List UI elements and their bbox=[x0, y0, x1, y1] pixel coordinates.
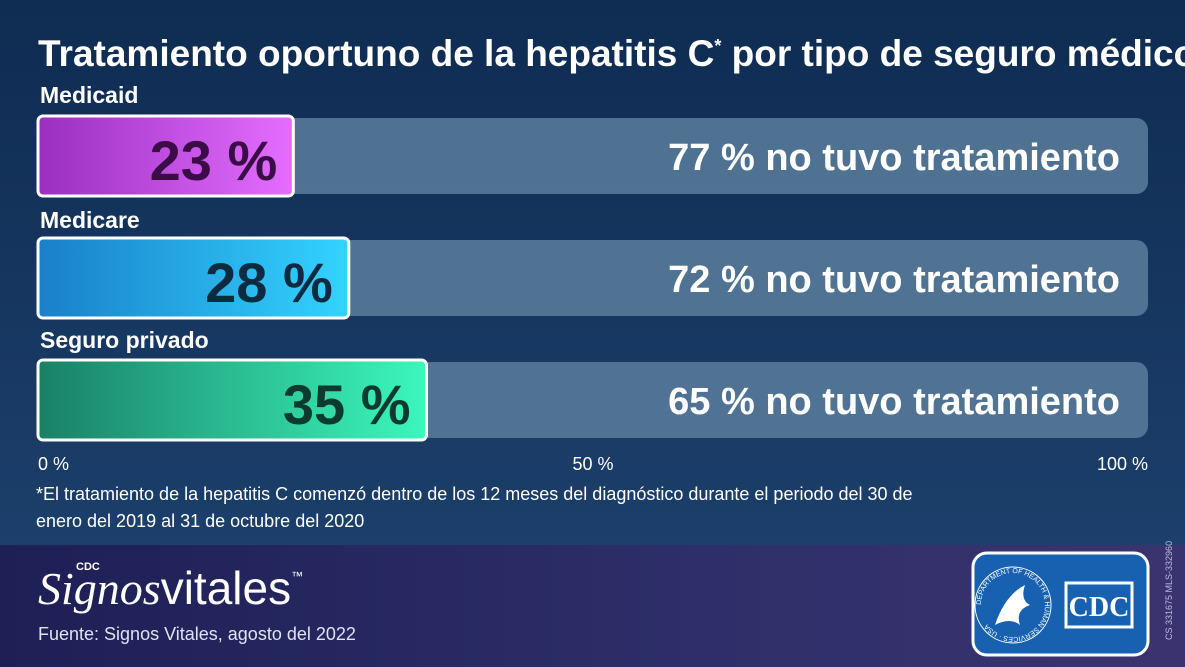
plot: 0 % 50 % 100 % Medicaid 23 % 77 % no tuvo tra… bbox=[36, 82, 1148, 474]
logo-box bbox=[971, 551, 1150, 657]
footnote: enero del 2019 al 31 de octubre del 2020 bbox=[36, 511, 364, 531]
code: CS 331675 MLS-332960 bbox=[1164, 541, 1174, 640]
category-label: Seguro privado bbox=[40, 327, 209, 353]
category-label: Medicaid bbox=[40, 82, 138, 108]
untreated-label: 72 % no tuvo tratamiento bbox=[668, 259, 1120, 301]
treated-bar bbox=[36, 114, 295, 198]
chart-title: Tratamiento oportuno de la hepatitis C* … bbox=[38, 33, 1185, 74]
seal-ring bbox=[974, 566, 1052, 644]
untreated-bar bbox=[334, 240, 1148, 316]
cdc-box bbox=[1064, 581, 1134, 629]
brand-small: CDC bbox=[76, 561, 100, 573]
treated-bar bbox=[36, 236, 351, 320]
source: Fuente: Signos Vitales, agosto del 2022 bbox=[38, 624, 356, 644]
brand: Signosvitales™ bbox=[38, 562, 303, 614]
untreated-label: 65 % no tuvo tratamiento bbox=[668, 381, 1120, 423]
untreated-label: 77 % no tuvo tratamiento bbox=[668, 137, 1120, 179]
logo: CDC bbox=[1069, 592, 1130, 623]
x-tick-label: 50 % bbox=[572, 454, 613, 474]
treated-bar bbox=[36, 358, 428, 442]
value-label: 35 % bbox=[283, 373, 411, 436]
footnote: *El tratamiento de la hepatitis C comenz… bbox=[36, 484, 913, 504]
category-label: Medicare bbox=[40, 207, 140, 233]
untreated-bar bbox=[279, 118, 1148, 194]
x-tick-label: 100 % bbox=[1097, 454, 1148, 474]
untreated-bar bbox=[412, 362, 1148, 438]
seal-eagle bbox=[995, 585, 1030, 625]
x-tick-label: 0 % bbox=[38, 454, 69, 474]
value-label: 28 % bbox=[205, 251, 333, 314]
value-label: 23 % bbox=[150, 129, 278, 192]
